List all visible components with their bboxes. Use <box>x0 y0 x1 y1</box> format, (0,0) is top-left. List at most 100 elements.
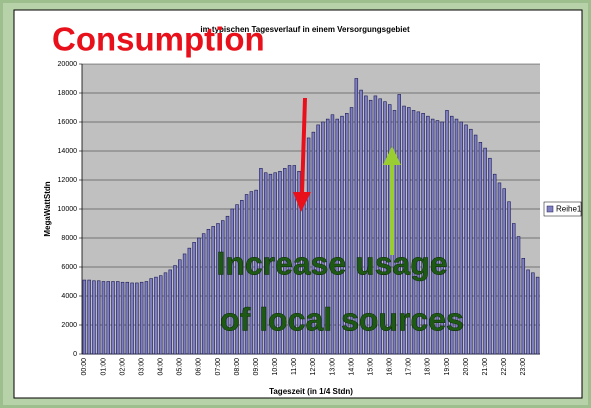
bar <box>216 223 220 355</box>
bar <box>182 253 187 355</box>
bar <box>111 281 115 355</box>
bar <box>531 272 535 355</box>
bar <box>354 78 359 355</box>
x-tick-label: 09:00 <box>253 358 260 376</box>
bar <box>364 95 368 355</box>
arrow <box>300 97 307 196</box>
annotation: Increase usage <box>216 245 447 281</box>
bar <box>397 94 401 355</box>
bar <box>268 173 273 355</box>
x-tick-label: 21:00 <box>482 358 489 376</box>
annotation: of local sources <box>220 301 464 337</box>
annotation: Consumption <box>52 21 265 58</box>
bar <box>421 113 425 355</box>
bar <box>345 113 349 355</box>
bar <box>263 172 268 355</box>
y-tick-label: 16000 <box>58 119 78 126</box>
bar <box>321 121 325 355</box>
y-tick-label: 18000 <box>58 90 78 97</box>
bar <box>259 168 263 355</box>
bar <box>478 142 483 355</box>
bar <box>488 157 492 355</box>
x-tick-label: 08:00 <box>234 358 241 376</box>
bar <box>149 278 153 355</box>
y-tick-label: 12000 <box>58 177 78 184</box>
x-tick-label: 06:00 <box>196 358 203 376</box>
bar <box>273 172 277 355</box>
bar <box>292 165 297 355</box>
bar <box>340 115 344 355</box>
bar <box>483 147 487 355</box>
bar <box>235 204 239 355</box>
bar <box>244 194 249 355</box>
x-tick-label: 14:00 <box>348 358 355 376</box>
bar <box>87 279 91 355</box>
bar <box>507 201 511 355</box>
bar <box>206 229 211 355</box>
bar <box>120 281 125 355</box>
x-tick-label: 11:00 <box>291 358 298 375</box>
bar <box>106 281 110 355</box>
bar <box>497 182 502 355</box>
bar <box>454 118 459 355</box>
x-tick-label: 16:00 <box>387 358 394 376</box>
bar <box>125 281 130 355</box>
bar <box>163 272 168 355</box>
y-tick-label: 20000 <box>58 61 78 68</box>
bar <box>325 118 330 355</box>
x-tick-label: 20:00 <box>463 358 470 376</box>
legend-label: Reihe1 <box>556 205 582 214</box>
bar <box>526 269 530 355</box>
bar <box>512 223 516 355</box>
bar <box>535 276 540 355</box>
x-tick-label: 17:00 <box>406 358 413 376</box>
bar <box>473 134 478 355</box>
bar <box>306 137 311 355</box>
bar <box>225 215 230 355</box>
bar <box>158 275 163 355</box>
bar <box>416 111 421 355</box>
bar <box>359 89 363 355</box>
x-tick-label: 04:00 <box>158 358 165 376</box>
bar <box>82 279 87 355</box>
bar <box>154 276 158 355</box>
y-tick-label: 8000 <box>61 235 77 242</box>
bar <box>335 118 339 355</box>
x-tick-label: 15:00 <box>367 358 374 376</box>
x-tick-label: 05:00 <box>177 358 184 376</box>
arrow-head <box>293 192 311 212</box>
bar <box>135 282 139 355</box>
bar <box>278 171 282 355</box>
bar <box>197 237 201 355</box>
bar <box>464 124 468 355</box>
bar <box>330 114 335 355</box>
y-axis-label: MegaWattStdn <box>43 181 52 236</box>
x-tick-label: 19:00 <box>444 358 451 376</box>
bar <box>240 200 244 355</box>
x-tick-label: 10:00 <box>272 358 279 376</box>
y-tick-label: 14000 <box>58 148 78 155</box>
bar <box>426 115 430 355</box>
y-tick-label: 2000 <box>61 322 77 329</box>
bar <box>373 95 378 355</box>
bar <box>92 280 96 355</box>
y-tick-label: 4000 <box>61 293 77 300</box>
bar <box>211 226 215 355</box>
x-axis-label: Tageszeit (in 1/4 Stdn) <box>269 387 353 396</box>
bar <box>435 120 440 355</box>
bar <box>502 188 506 355</box>
bar <box>411 110 416 355</box>
bar <box>492 173 497 355</box>
bar <box>368 99 373 355</box>
arrow-head <box>383 146 401 165</box>
bar <box>221 220 225 355</box>
bar <box>168 269 172 355</box>
bar <box>469 128 473 355</box>
bar <box>139 281 144 355</box>
bar <box>116 281 120 355</box>
bar <box>178 259 182 355</box>
bar <box>287 165 292 355</box>
bar <box>445 110 449 355</box>
bar <box>96 280 101 355</box>
bar <box>173 265 177 355</box>
